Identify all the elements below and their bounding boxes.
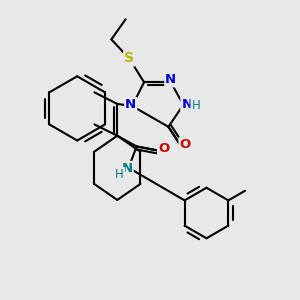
Text: O: O <box>158 142 169 155</box>
Text: S: S <box>124 52 134 65</box>
Text: N: N <box>165 74 176 86</box>
Text: H: H <box>115 168 124 181</box>
Text: N: N <box>122 162 133 175</box>
Text: N: N <box>125 98 136 111</box>
Text: N: N <box>181 98 192 111</box>
Text: O: O <box>179 138 191 151</box>
Text: H: H <box>191 99 200 112</box>
